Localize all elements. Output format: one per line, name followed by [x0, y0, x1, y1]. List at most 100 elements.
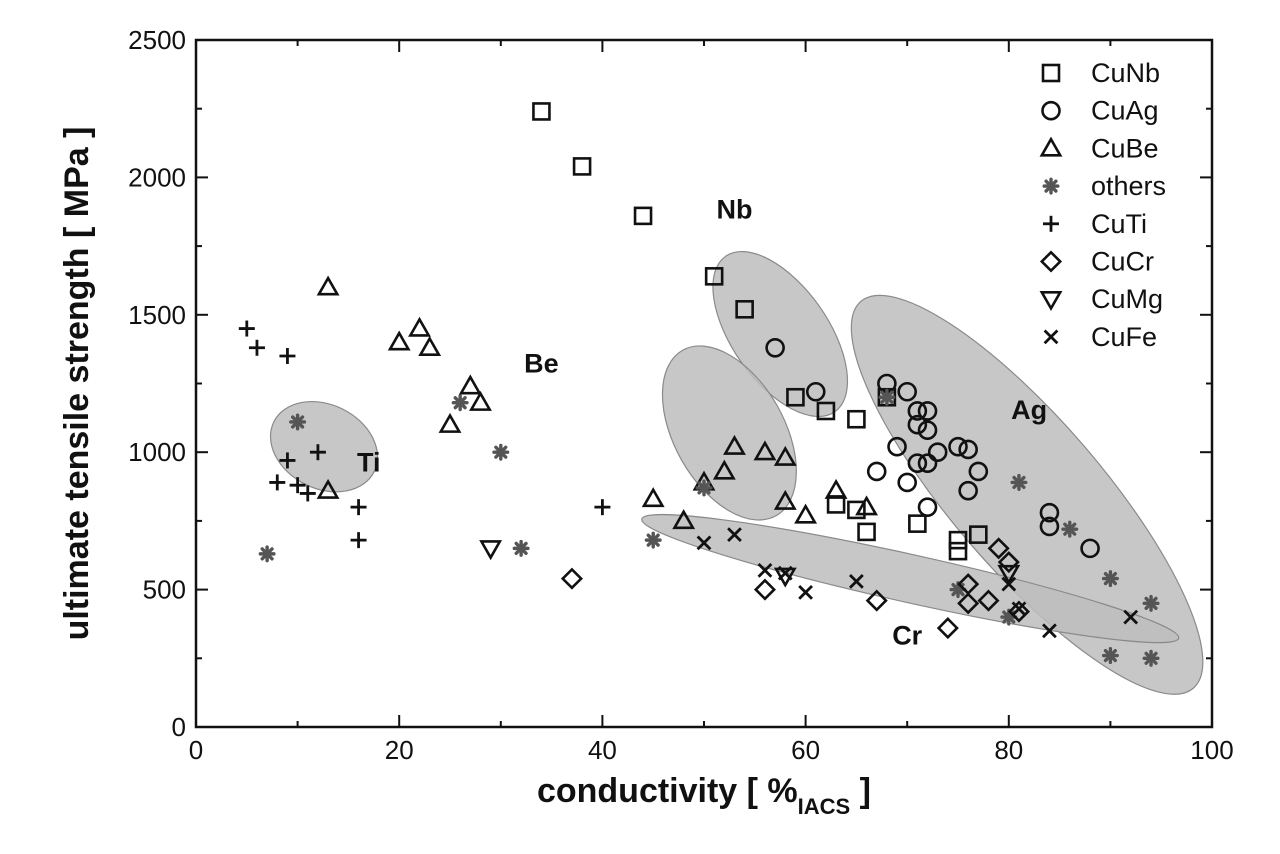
- marker-others-5: [644, 531, 662, 549]
- marker-cuag-5: [917, 401, 938, 421]
- region-ellipse-ag: [850, 294, 1204, 695]
- marker-cuag-13: [917, 453, 938, 473]
- marker-cube-9: [672, 509, 696, 530]
- marker-cube-8: [641, 487, 665, 508]
- marker-cuti-3: [279, 452, 296, 469]
- marker-cuag-15: [897, 472, 918, 493]
- marker-cuti-10: [594, 499, 611, 516]
- region-label-be: Be: [524, 349, 559, 379]
- x-tick-label: 40: [588, 735, 617, 765]
- y-axis-title: ultimate tensile strength [ MPa ]: [58, 127, 96, 641]
- region-ellipse-cr: [641, 514, 1180, 644]
- y-tick-label: 2000: [128, 162, 186, 192]
- legend-marker-cuag: [1041, 100, 1061, 121]
- marker-others-6: [695, 479, 713, 497]
- marker-cumg-0: [479, 540, 503, 561]
- marker-cufe-1: [727, 527, 742, 543]
- x-axis-title-close: ]: [850, 772, 871, 810]
- marker-cuag-16: [968, 461, 989, 482]
- region-ellipses: [269, 250, 1204, 695]
- marker-cuti-9: [350, 532, 367, 549]
- marker-cube-2: [408, 316, 431, 337]
- marker-cuag-4: [907, 401, 928, 421]
- legend-marker-cunb: [1041, 63, 1061, 83]
- marker-cube-17: [824, 478, 848, 499]
- marker-cube-7: [316, 478, 340, 499]
- marker-cube-6: [438, 412, 462, 433]
- marker-cucr-9: [1007, 600, 1030, 623]
- marker-cufe-7: [1011, 601, 1027, 617]
- region-labels: Nb Be Ti Ag Cr: [357, 195, 1047, 651]
- marker-cube-0: [316, 275, 340, 296]
- marker-cuti-4: [309, 444, 326, 461]
- region-label-cr: Cr: [892, 621, 922, 651]
- marker-cuti-8: [350, 499, 367, 516]
- marker-cufe-2: [757, 562, 773, 578]
- marker-cunb-11: [857, 522, 876, 542]
- marker-cunb-10: [847, 500, 866, 520]
- marker-cuag-17: [958, 480, 978, 501]
- x-tick-label: 20: [385, 735, 414, 765]
- marker-others-4: [512, 539, 530, 557]
- marker-cunb-2: [633, 206, 653, 226]
- marker-cuag-18: [917, 497, 938, 517]
- legend-marker-cufe: [1043, 329, 1059, 345]
- marker-cube-18: [855, 495, 879, 516]
- marker-cufe-4: [798, 584, 813, 600]
- marker-cuag-19: [1039, 502, 1060, 523]
- marker-cucr-0: [560, 567, 583, 590]
- marker-others-7: [878, 388, 896, 406]
- legend-label-cube: CuBe: [1091, 133, 1159, 163]
- marker-cuag-21: [1080, 538, 1100, 559]
- legend-marker-others: [1042, 177, 1060, 195]
- legend-label-cuti: CuTi: [1091, 209, 1147, 239]
- y-tick-label: 2500: [128, 25, 186, 55]
- marker-cucr-5: [977, 589, 1000, 612]
- marker-others-1: [451, 394, 469, 412]
- marker-cuag-12: [907, 453, 928, 473]
- legend-marker-cumg: [1039, 290, 1063, 312]
- marker-cuag-6: [907, 414, 928, 435]
- marker-others-0: [289, 413, 307, 431]
- marker-cunb-3: [704, 267, 724, 286]
- legend-label-others: others: [1091, 171, 1166, 201]
- marker-cuag-0: [765, 337, 785, 358]
- marker-cucr-8: [997, 551, 1020, 574]
- x-axis-title-subscript: IACS: [798, 794, 851, 819]
- marker-cube-5: [469, 390, 492, 411]
- marker-cuag-20: [1039, 516, 1060, 537]
- marker-cuag-10: [948, 436, 968, 457]
- region-label-ag: Ag: [1011, 395, 1047, 425]
- marker-cuti-7: [299, 485, 316, 502]
- marker-cumg-2: [997, 564, 1021, 585]
- legend-label-cuag: CuAg: [1091, 96, 1159, 126]
- x-axis-title: conductivity [ %IACS ]: [537, 772, 871, 819]
- marker-cucr-1: [753, 578, 776, 601]
- marker-cucr-3: [936, 617, 959, 640]
- marker-cuag-7: [917, 420, 938, 441]
- marker-cucr-7: [987, 537, 1010, 560]
- marker-cube-12: [723, 434, 746, 455]
- marker-cunb-15: [969, 525, 988, 544]
- marker-cuti-2: [279, 348, 296, 365]
- marker-cuag-1: [805, 381, 826, 402]
- y-tick-label: 0: [172, 712, 186, 742]
- marker-cufe-3: [777, 565, 793, 581]
- marker-cuag-11: [958, 439, 978, 460]
- region-ellipse-be: [661, 345, 797, 521]
- marker-others-9: [1061, 520, 1079, 538]
- marker-cunb-1: [572, 157, 592, 176]
- marker-others-10: [1101, 570, 1119, 588]
- marker-cube-4: [458, 374, 482, 395]
- marker-cufe-9: [1123, 609, 1139, 625]
- marker-others-2: [492, 443, 510, 461]
- y-tick-label: 1500: [128, 300, 186, 330]
- legend-label-cunb: CuNb: [1091, 58, 1160, 88]
- marker-others-3: [258, 545, 276, 563]
- marker-others-8: [1010, 473, 1028, 491]
- marker-cunb-13: [948, 541, 968, 561]
- data-markers: [238, 102, 1160, 667]
- legend-label-cucr: CuCr: [1091, 247, 1154, 277]
